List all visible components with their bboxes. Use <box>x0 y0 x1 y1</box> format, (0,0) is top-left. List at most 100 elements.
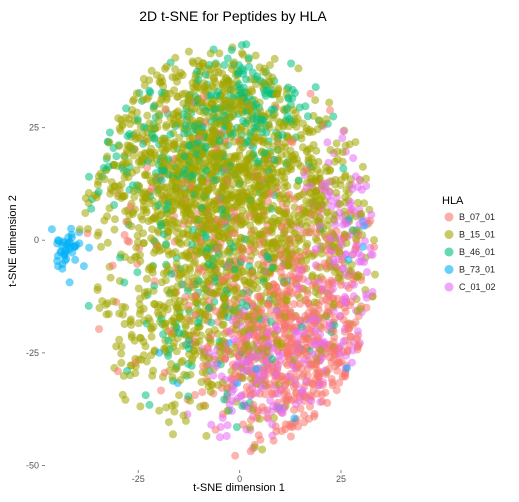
data-point-B_07_01 <box>245 247 254 256</box>
data-point-B_15_01 <box>202 224 211 233</box>
data-point-B_15_01 <box>81 194 90 203</box>
data-point-C_01_02 <box>271 370 280 379</box>
data-point-B_15_01 <box>270 54 279 63</box>
data-point-C_01_02 <box>338 134 347 143</box>
data-point-B_07_01 <box>268 389 277 398</box>
data-point-B_15_01 <box>162 403 171 412</box>
data-point-B_15_01 <box>250 138 259 147</box>
data-point-B_15_01 <box>188 133 197 142</box>
data-point-B_07_01 <box>181 293 190 302</box>
data-point-B_15_01 <box>266 61 274 70</box>
data-point-B_15_01 <box>175 391 184 400</box>
data-point-B_46_01 <box>210 105 219 114</box>
data-point-B_15_01 <box>294 64 303 73</box>
data-point-B_15_01 <box>231 274 240 283</box>
data-point-B_15_01 <box>191 235 200 244</box>
data-point-B_15_01 <box>230 309 239 318</box>
data-point-B_46_01 <box>301 102 310 111</box>
data-point-B_73_01 <box>53 239 62 248</box>
data-point-C_01_02 <box>215 433 224 442</box>
data-point-B_15_01 <box>227 165 236 174</box>
data-point-B_15_01 <box>189 59 198 68</box>
data-point-B_46_01 <box>201 70 210 79</box>
data-point-B_15_01 <box>178 356 187 365</box>
data-point-B_46_01 <box>267 105 276 114</box>
data-point-B_15_01 <box>143 190 152 199</box>
data-point-B_15_01 <box>333 155 342 164</box>
data-point-B_46_01 <box>254 157 263 166</box>
data-point-B_15_01 <box>148 225 157 234</box>
data-point-B_15_01 <box>223 406 232 415</box>
data-point-B_07_01 <box>263 413 272 422</box>
data-point-B_07_01 <box>258 342 267 351</box>
data-point-B_07_01 <box>295 205 304 214</box>
data-point-C_01_02 <box>275 351 284 360</box>
data-point-B_46_01 <box>149 102 158 111</box>
data-point-B_15_01 <box>345 140 354 149</box>
data-point-B_15_01 <box>357 209 366 218</box>
data-point-B_15_01 <box>131 135 140 143</box>
data-point-B_15_01 <box>139 351 148 360</box>
data-point-C_01_02 <box>229 385 238 394</box>
data-point-B_15_01 <box>147 332 156 341</box>
data-point-B_15_01 <box>158 310 167 319</box>
data-point-B_15_01 <box>179 268 188 277</box>
data-point-B_15_01 <box>111 215 119 224</box>
data-point-B_15_01 <box>221 291 230 300</box>
data-point-B_73_01 <box>343 364 351 373</box>
data-point-B_15_01 <box>281 312 289 321</box>
data-point-B_46_01 <box>164 336 173 345</box>
data-point-B_07_01 <box>339 315 348 324</box>
data-point-B_15_01 <box>250 443 259 452</box>
data-point-B_07_01 <box>95 325 103 334</box>
data-point-B_15_01 <box>148 371 157 380</box>
data-point-B_15_01 <box>205 328 213 336</box>
data-point-B_15_01 <box>230 286 239 295</box>
data-point-B_15_01 <box>115 142 124 151</box>
data-point-B_15_01 <box>302 127 311 136</box>
data-point-B_07_01 <box>317 390 326 399</box>
data-point-B_15_01 <box>356 305 365 313</box>
data-point-B_15_01 <box>246 279 255 288</box>
data-point-B_15_01 <box>195 249 204 257</box>
data-point-B_15_01 <box>119 371 128 380</box>
data-point-B_73_01 <box>71 242 80 251</box>
data-point-B_15_01 <box>115 335 124 344</box>
data-point-B_15_01 <box>342 239 351 248</box>
data-point-B_07_01 <box>250 330 258 339</box>
data-point-B_15_01 <box>235 179 244 188</box>
data-point-B_73_01 <box>67 224 76 233</box>
data-point-C_01_02 <box>325 322 334 331</box>
data-point-C_01_02 <box>348 185 357 193</box>
data-point-B_46_01 <box>194 75 203 84</box>
data-point-B_07_01 <box>280 323 289 332</box>
data-point-B_15_01 <box>177 117 185 126</box>
data-point-B_15_01 <box>168 373 177 382</box>
data-point-B_15_01 <box>199 354 208 363</box>
data-point-B_07_01 <box>199 362 208 370</box>
data-point-C_01_02 <box>322 179 331 188</box>
data-point-B_15_01 <box>285 255 294 264</box>
data-point-B_15_01 <box>271 90 280 99</box>
data-point-C_01_02 <box>357 257 366 266</box>
data-point-B_15_01 <box>187 357 196 365</box>
data-point-B_15_01 <box>226 194 235 202</box>
data-point-C_01_02 <box>362 182 371 190</box>
legend-label: B_15_01 <box>459 230 495 240</box>
axes-layer: -25 0 25 -50 -25 0 25 <box>26 123 346 484</box>
data-point-B_15_01 <box>220 233 229 242</box>
data-point-B_46_01 <box>238 64 247 73</box>
data-point-B_15_01 <box>216 106 225 114</box>
data-point-B_15_01 <box>95 304 104 312</box>
data-point-B_15_01 <box>117 358 126 367</box>
data-point-B_15_01 <box>144 265 153 274</box>
data-point-B_15_01 <box>278 234 286 243</box>
data-point-B_46_01 <box>202 166 211 175</box>
data-point-C_01_02 <box>212 362 221 371</box>
data-point-B_07_01 <box>295 360 304 369</box>
data-point-B_46_01 <box>157 176 166 185</box>
data-point-B_07_01 <box>277 262 286 271</box>
data-point-B_15_01 <box>130 336 139 345</box>
data-point-B_15_01 <box>142 205 150 214</box>
data-point-B_07_01 <box>108 261 117 270</box>
